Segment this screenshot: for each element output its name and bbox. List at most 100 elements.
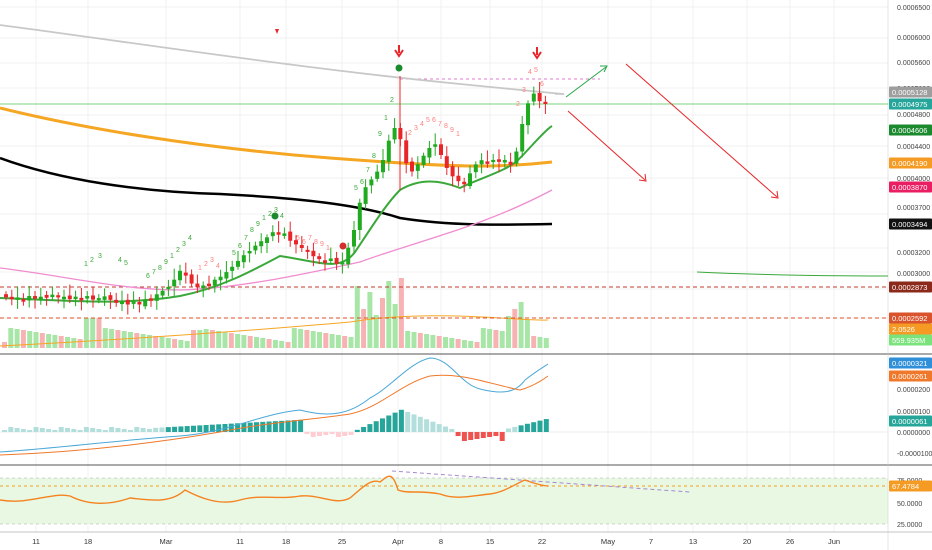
- candle[interactable]: [357, 198, 362, 240]
- candle[interactable]: [247, 242, 252, 263]
- projection-curve[interactable]: [696, 271, 889, 277]
- candle[interactable]: [543, 95, 548, 114]
- candle[interactable]: [33, 291, 37, 309]
- candle[interactable]: [439, 138, 443, 159]
- candle[interactable]: [91, 286, 95, 308]
- candle[interactable]: [491, 153, 496, 170]
- candle[interactable]: [73, 290, 78, 307]
- candle[interactable]: [346, 242, 351, 269]
- candle[interactable]: [294, 235, 298, 254]
- candle[interactable]: [404, 131, 409, 174]
- candle[interactable]: [241, 250, 246, 269]
- candle[interactable]: [427, 141, 432, 164]
- candle[interactable]: [108, 292, 113, 309]
- candle[interactable]: [276, 221, 281, 243]
- candle[interactable]: [166, 279, 171, 297]
- candle[interactable]: [96, 294, 101, 304]
- candle[interactable]: [9, 289, 14, 306]
- candle[interactable]: [288, 221, 293, 247]
- candle[interactable]: [311, 242, 316, 267]
- candle[interactable]: [468, 165, 472, 190]
- candle[interactable]: [270, 225, 275, 242]
- candle[interactable]: [392, 118, 397, 144]
- candle[interactable]: [114, 292, 119, 307]
- candle[interactable]: [38, 287, 43, 305]
- horizontal-levels[interactable]: [0, 78, 888, 319]
- candle[interactable]: [485, 150, 490, 168]
- candle[interactable]: [218, 269, 223, 291]
- candle[interactable]: [183, 262, 188, 284]
- candle[interactable]: [340, 252, 345, 274]
- candle[interactable]: [50, 286, 55, 301]
- candle[interactable]: [4, 291, 8, 301]
- candle[interactable]: [195, 274, 200, 294]
- candle[interactable]: [352, 221, 356, 254]
- projection-up-line[interactable]: [565, 66, 607, 98]
- candle[interactable]: [79, 287, 84, 311]
- candle[interactable]: [62, 289, 66, 309]
- candle[interactable]: [299, 235, 304, 252]
- candle[interactable]: [44, 290, 49, 306]
- candle[interactable]: [172, 268, 177, 297]
- candle[interactable]: [410, 157, 414, 177]
- candle[interactable]: [317, 253, 322, 265]
- candle[interactable]: [143, 290, 148, 310]
- candle[interactable]: [473, 161, 478, 179]
- candle[interactable]: [282, 227, 287, 239]
- candle[interactable]: [520, 116, 525, 158]
- candle[interactable]: [120, 290, 124, 312]
- candle[interactable]: [323, 253, 327, 271]
- candle[interactable]: [253, 241, 258, 255]
- projection-arrows[interactable]: [565, 63, 889, 277]
- candle[interactable]: [207, 275, 211, 291]
- candle[interactable]: [537, 82, 542, 109]
- candle[interactable]: [259, 233, 264, 254]
- candle[interactable]: [230, 260, 235, 279]
- candle[interactable]: [201, 281, 206, 298]
- candlesticks[interactable]: [4, 76, 548, 315]
- projection-down-line-1[interactable]: [567, 110, 646, 181]
- candle[interactable]: [479, 153, 484, 174]
- candle[interactable]: [212, 276, 217, 293]
- candle[interactable]: [508, 152, 513, 173]
- candle[interactable]: [415, 156, 420, 179]
- candle[interactable]: [189, 269, 194, 287]
- candle[interactable]: [531, 86, 536, 106]
- candle[interactable]: [178, 264, 182, 286]
- candle[interactable]: [369, 176, 374, 194]
- candle[interactable]: [386, 134, 391, 171]
- candle[interactable]: [265, 234, 269, 253]
- projection-down-line-2[interactable]: [625, 63, 778, 198]
- candle[interactable]: [131, 291, 136, 309]
- candle[interactable]: [526, 100, 530, 135]
- candle[interactable]: [462, 177, 467, 193]
- candle[interactable]: [125, 293, 130, 315]
- candle[interactable]: [160, 287, 165, 300]
- candle[interactable]: [15, 286, 20, 309]
- candle[interactable]: [375, 164, 380, 182]
- candle[interactable]: [421, 152, 426, 168]
- candle[interactable]: [305, 245, 310, 259]
- candle[interactable]: [502, 154, 507, 168]
- candle[interactable]: [450, 161, 455, 187]
- candle[interactable]: [224, 261, 229, 284]
- candle[interactable]: [497, 149, 501, 172]
- candle[interactable]: [328, 247, 333, 265]
- candle[interactable]: [149, 294, 153, 307]
- candle[interactable]: [381, 149, 385, 179]
- candle[interactable]: [67, 284, 72, 304]
- candle[interactable]: [456, 166, 461, 187]
- candle[interactable]: [433, 133, 438, 156]
- candle[interactable]: [27, 286, 32, 308]
- candle[interactable]: [154, 286, 159, 310]
- candle[interactable]: [56, 292, 61, 304]
- time-axis[interactable]: 11 18 Mar 11 18 25 Apr 8 15 22 May 7 13 20 26 Jun: [32, 537, 840, 546]
- candle[interactable]: [236, 251, 240, 270]
- price-axis[interactable]: 0.00065000.00060000.00056000.00052000.00…: [889, 5, 932, 529]
- candle[interactable]: [363, 179, 368, 209]
- candle[interactable]: [514, 147, 519, 167]
- candle[interactable]: [102, 288, 107, 306]
- candle[interactable]: [21, 293, 26, 306]
- candle[interactable]: [444, 146, 449, 175]
